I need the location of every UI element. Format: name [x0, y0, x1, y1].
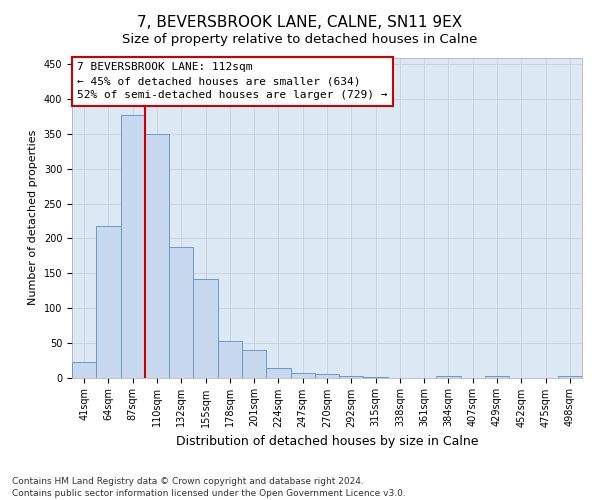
Bar: [436, 376, 461, 378]
Bar: [339, 376, 364, 378]
Bar: [266, 368, 290, 378]
Y-axis label: Number of detached properties: Number of detached properties: [28, 130, 38, 305]
Bar: [145, 134, 169, 378]
Text: Contains HM Land Registry data © Crown copyright and database right 2024.
Contai: Contains HM Land Registry data © Crown c…: [12, 476, 406, 498]
Bar: [169, 246, 193, 378]
Text: Size of property relative to detached houses in Calne: Size of property relative to detached ho…: [122, 32, 478, 46]
Bar: [558, 376, 582, 378]
X-axis label: Distribution of detached houses by size in Calne: Distribution of detached houses by size …: [176, 435, 478, 448]
Bar: [121, 114, 145, 378]
Bar: [242, 350, 266, 378]
Bar: [218, 340, 242, 378]
Bar: [193, 280, 218, 378]
Text: 7, BEVERSBROOK LANE, CALNE, SN11 9EX: 7, BEVERSBROOK LANE, CALNE, SN11 9EX: [137, 15, 463, 30]
Bar: [485, 376, 509, 378]
Bar: [364, 377, 388, 378]
Text: 7 BEVERSBROOK LANE: 112sqm
← 45% of detached houses are smaller (634)
52% of sem: 7 BEVERSBROOK LANE: 112sqm ← 45% of deta…: [77, 62, 388, 100]
Bar: [290, 372, 315, 378]
Bar: [96, 226, 121, 378]
Bar: [315, 374, 339, 378]
Bar: [72, 362, 96, 378]
